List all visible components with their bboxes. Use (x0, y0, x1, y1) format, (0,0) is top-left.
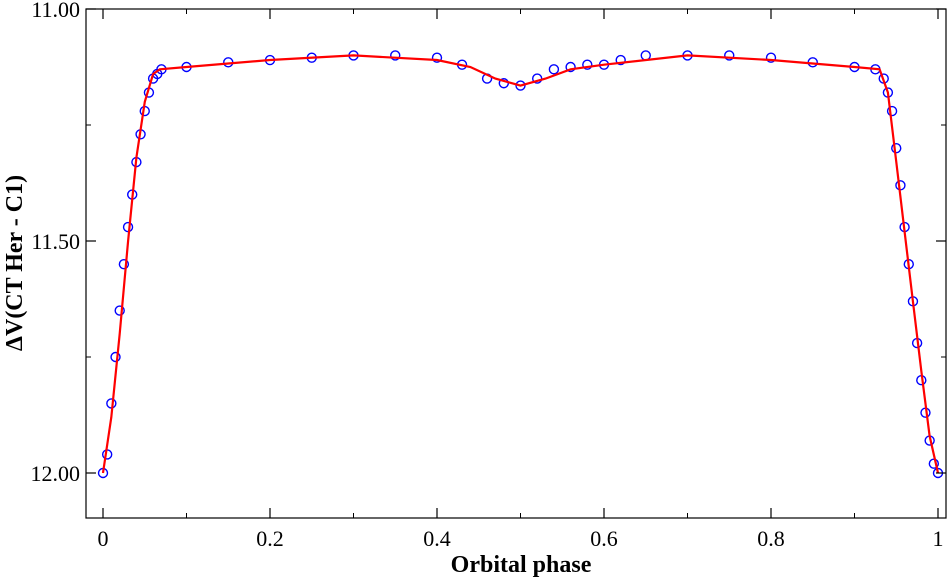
x-axis: 0 0.2 0.4 0.6 0.8 1 (98, 9, 944, 551)
observation-point (431, 52, 443, 63)
observation-point (886, 105, 898, 117)
observation-point (548, 64, 560, 75)
observation-point (390, 50, 401, 61)
x-tick-label-0: 0 (98, 526, 109, 551)
y-tick-label-1: 11.50 (31, 229, 80, 254)
plot-frame (85, 8, 947, 519)
observation-point (724, 50, 735, 61)
x-tick-label-2: 0.4 (423, 526, 451, 551)
observation-point (114, 305, 125, 316)
observation-point (110, 351, 121, 363)
x-tick-label-1: 0.2 (256, 526, 284, 551)
x-tick-label-4: 0.8 (757, 526, 785, 551)
model-series (101, 54, 940, 474)
observation-point (118, 259, 130, 270)
observation-point (891, 142, 902, 154)
observation-point (615, 54, 626, 66)
observation-point (515, 80, 526, 91)
observation-point (565, 61, 576, 73)
observation-point (122, 221, 134, 233)
x-tick-label-3: 0.6 (590, 526, 618, 551)
y-axis: 11.00 11.50 12.00 (31, 0, 946, 486)
x-tick-label-5: 1 (933, 526, 944, 551)
x-axis-title: Orbital phase (451, 552, 592, 578)
observation-point (582, 59, 593, 70)
observations-series (97, 50, 944, 479)
y-tick-label-0: 11.00 (31, 0, 80, 22)
observation-point (765, 52, 777, 63)
y-axis-title: ΔV(CT Her - C1) (2, 175, 28, 351)
y-tick-label-2: 12.00 (31, 461, 81, 486)
model-fit-line (101, 54, 940, 474)
observation-point (640, 50, 651, 61)
